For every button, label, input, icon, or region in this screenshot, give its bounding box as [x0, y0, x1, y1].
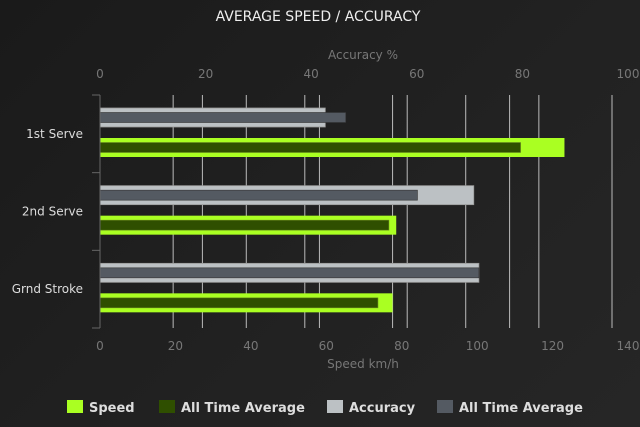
legend-swatch: [159, 400, 175, 413]
legend-label: Speed: [89, 401, 135, 416]
speed-all-time-average-bar: [99, 142, 521, 153]
category-label: 1st Serve: [26, 127, 83, 141]
accuracy-all-time-average-bar: [99, 112, 347, 123]
speed-tick-label: 60: [319, 339, 334, 353]
accuracy-tick-label: 60: [409, 67, 424, 81]
accuracy-tick-label: 20: [198, 67, 213, 81]
accuracy-all-time-average-bar: [99, 267, 480, 279]
legend-swatch: [437, 400, 453, 413]
top-axis-label: Accuracy %: [328, 48, 398, 62]
speed-tick-label: 40: [243, 339, 258, 353]
legend-label: Accuracy: [349, 401, 416, 416]
accuracy-all-time-average-bar: [99, 189, 418, 201]
speed-all-time-average-bar: [99, 219, 390, 231]
accuracy-tick-label: 80: [515, 67, 530, 81]
speed-tick-label: 140: [617, 339, 640, 353]
accuracy-tick-label: 100: [617, 67, 640, 81]
bottom-axis-label: Speed km/h: [327, 357, 399, 371]
legend-label: All Time Average: [459, 401, 583, 416]
category-label: 2nd Serve: [22, 205, 83, 219]
speed-tick-label: 0: [96, 339, 104, 353]
speed-all-time-average-bar: [99, 297, 379, 309]
legend-label: All Time Average: [181, 401, 305, 416]
speed-tick-label: 20: [168, 339, 183, 353]
speed-tick-label: 80: [394, 339, 409, 353]
speed-tick-label: 120: [541, 339, 564, 353]
legend-swatch: [67, 400, 83, 413]
speed-tick-label: 100: [466, 339, 489, 353]
category-label: Grnd Stroke: [12, 282, 83, 296]
chart-title: AVERAGE SPEED / ACCURACY: [216, 9, 421, 25]
legend-swatch: [327, 400, 343, 413]
accuracy-tick-label: 40: [304, 67, 319, 81]
accuracy-tick-label: 0: [96, 67, 104, 81]
